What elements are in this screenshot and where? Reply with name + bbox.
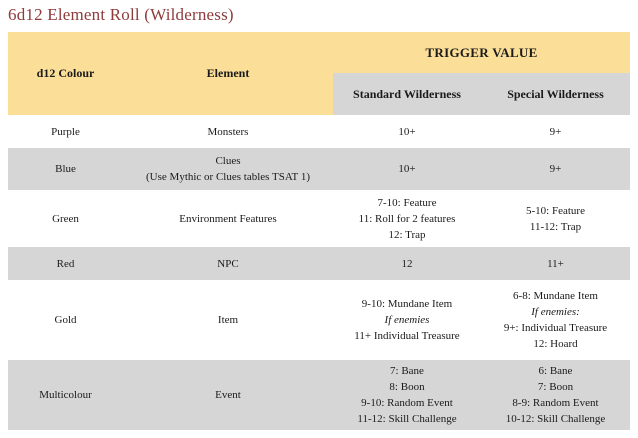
element-roll-table: d12 Colour Element TRIGGER VALUE Standar… <box>8 32 630 430</box>
cell-line: 10+ <box>398 163 416 175</box>
header-standard-wilderness: Standard Wilderness <box>333 73 481 115</box>
cell-line: 9+ <box>549 125 562 138</box>
row-colour: Blue <box>8 148 123 190</box>
cell-line: Green <box>52 212 79 225</box>
row-colour: Purple <box>8 115 123 148</box>
row-standard-trigger: 10+ <box>333 148 481 190</box>
cell-line: 8-9: Random Event <box>512 397 599 409</box>
header-trigger-value: TRIGGER VALUE <box>333 32 630 73</box>
header-trigger-group: TRIGGER VALUE Standard Wilderness Specia… <box>333 32 630 115</box>
row-element: Event <box>123 360 333 430</box>
cell-line: 11-12: Skill Challenge <box>357 413 457 425</box>
row-colour: Gold <box>8 280 123 360</box>
table-header: d12 Colour Element TRIGGER VALUE Standar… <box>8 32 630 115</box>
cell-line: Environment Features <box>179 212 277 225</box>
cell-line: Purple <box>51 125 80 138</box>
row-element: NPC <box>123 247 333 280</box>
row-standard-trigger: 12 <box>333 247 481 280</box>
cell-line: Gold <box>54 314 77 326</box>
cell-line: 11-12: Trap <box>529 220 582 233</box>
row-special-trigger: 5-10: Feature 11-12: Trap <box>481 190 630 247</box>
table-row: Multicolour Event 7: Bane 8: Boon 9-10: Rand… <box>8 360 630 430</box>
cell-line: If enemies <box>384 314 430 326</box>
cell-line: 6: Bane <box>538 365 573 377</box>
table-row: Blue Clues (Use Mythic or Clues tables TSA… <box>8 148 630 190</box>
cell-line: 12: Hoard <box>533 338 578 350</box>
row-special-trigger: 11+ <box>481 247 630 280</box>
table-row: Red NPC 12 11+ <box>8 247 630 280</box>
cell-line: 5-10: Feature <box>526 204 585 217</box>
row-colour: Green <box>8 190 123 247</box>
cell-line: Red <box>56 257 75 270</box>
row-standard-trigger: 7: Bane 8: Boon 9-10: Random Event 11-12: S… <box>333 360 481 430</box>
cell-line: 9-10: Mundane Item <box>361 298 453 310</box>
table-row: Green Environment Features 7-10: Feature 11… <box>8 190 630 247</box>
cell-line: 10-12: Skill Challenge <box>505 413 606 425</box>
cell-line: Event <box>215 389 241 401</box>
table-body: Purple Monsters 10+ 9+ Blue Clues (Use Mythic … <box>8 115 630 430</box>
cell-line: 12 <box>401 257 413 270</box>
header-special-wilderness: Special Wilderness <box>481 73 630 115</box>
cell-line: Clues <box>215 155 241 167</box>
cell-line: (Use Mythic or Clues tables TSAT 1) <box>146 171 310 183</box>
cell-line: 12: Trap <box>388 228 426 241</box>
cell-line: 11+ <box>547 257 564 270</box>
cell-line: 9+: Individual Treasure <box>503 322 608 334</box>
cell-line: Item <box>217 314 239 326</box>
table-row: Gold Item 9-10: Mundane Item If enemies 11+ … <box>8 280 630 360</box>
table-row: Purple Monsters 10+ 9+ <box>8 115 630 148</box>
row-standard-trigger: 9-10: Mundane Item If enemies 11+ Individu… <box>333 280 481 360</box>
row-special-trigger: 6-8: Mundane Item If enemies: 9+: Individu… <box>481 280 630 360</box>
row-colour: Multicolour <box>8 360 123 430</box>
row-standard-trigger: 7-10: Feature 11: Roll for 2 features 12: … <box>333 190 481 247</box>
cell-line: NPC <box>217 257 239 270</box>
row-element: Monsters <box>123 115 333 148</box>
row-special-trigger: 9+ <box>481 148 630 190</box>
header-trigger-subrow: Standard Wilderness Special Wilderness <box>333 73 630 115</box>
cell-line: Monsters <box>207 125 249 138</box>
cell-line: Multicolour <box>39 389 92 401</box>
page-title: 6d12 Element Roll (Wilderness) <box>8 5 234 24</box>
cell-line: If enemies: <box>531 306 580 318</box>
header-element: Element <box>123 32 333 115</box>
cell-line: 11: Roll for 2 features <box>358 212 456 225</box>
cell-line: Blue <box>55 163 76 175</box>
cell-line: 7: Boon <box>537 381 574 393</box>
cell-line: 7-10: Feature <box>377 196 437 209</box>
row-element: Environment Features <box>123 190 333 247</box>
cell-line: 6-8: Mundane Item <box>513 290 598 302</box>
cell-line: 8: Boon <box>389 381 425 393</box>
row-element: Item <box>123 280 333 360</box>
row-special-trigger: 6: Bane 7: Boon 8-9: Random Event 10-12: Sk… <box>481 360 630 430</box>
row-special-trigger: 9+ <box>481 115 630 148</box>
cell-line: 9+ <box>549 163 562 175</box>
row-standard-trigger: 10+ <box>333 115 481 148</box>
cell-line: 11+ Individual Treasure <box>354 330 460 342</box>
cell-line: 9-10: Random Event <box>361 397 453 409</box>
header-d12-colour: d12 Colour <box>8 32 123 115</box>
cell-line: 7: Bane <box>390 365 424 377</box>
cell-line: 10+ <box>398 125 416 138</box>
row-colour: Red <box>8 247 123 280</box>
row-element: Clues (Use Mythic or Clues tables TSAT 1) <box>123 148 333 190</box>
